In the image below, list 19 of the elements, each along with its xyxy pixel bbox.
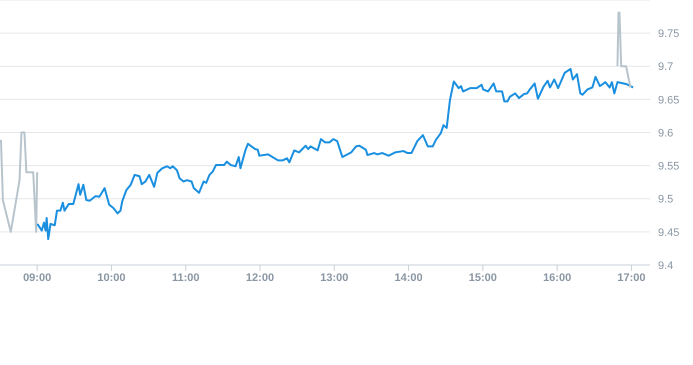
x-tick-label: 09:00	[23, 272, 52, 284]
x-tick-label: 17:00	[617, 272, 646, 284]
line-series	[36, 68, 634, 240]
y-tick-label: 9.55	[658, 160, 680, 173]
y-tick-label: 9.4	[658, 260, 674, 272]
x-tick-label: 13:00	[320, 272, 348, 284]
y-tick-label: 9.65	[658, 94, 680, 106]
y-tick-label: 9.6	[658, 127, 674, 140]
y-tick-label: 9.5	[658, 194, 674, 206]
x-tick-label: 12:00	[246, 272, 274, 284]
x-tick-label: 11:00	[172, 272, 200, 284]
y-tick-label: 9.75	[658, 28, 680, 40]
x-tick-label: 15:00	[468, 272, 497, 284]
x-tick-label: 14:00	[394, 272, 423, 284]
x-tick-label: 10:00	[97, 272, 126, 284]
y-tick-label: 9.7	[658, 61, 674, 74]
y-tick-label: 9.45	[658, 226, 680, 239]
x-tick-label: 16:00	[543, 272, 572, 284]
line-series	[0, 132, 38, 233]
